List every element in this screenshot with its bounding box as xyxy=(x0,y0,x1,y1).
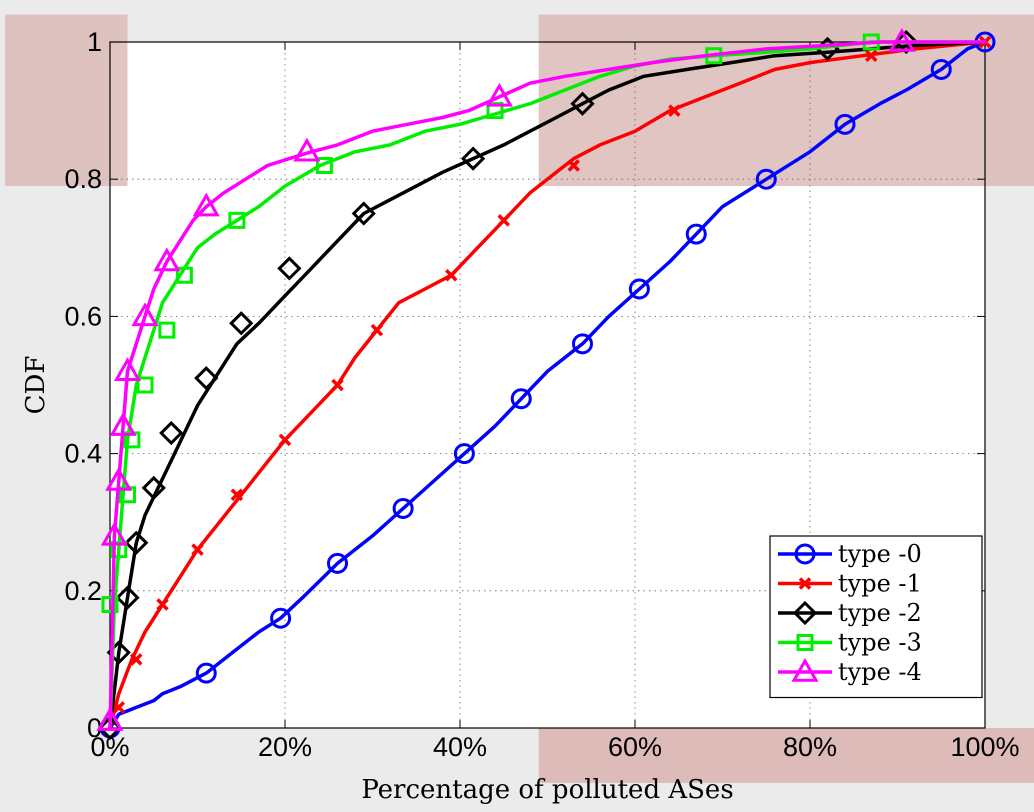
data-point-0-9 xyxy=(685,223,707,245)
data-point-3-7 xyxy=(228,211,246,229)
data-point-0-6 xyxy=(510,388,532,410)
series-3 xyxy=(101,33,987,730)
legend-label-2: type -2 xyxy=(838,599,922,627)
data-point-3-9 xyxy=(486,102,504,120)
data-point-0-12 xyxy=(930,58,952,80)
data-point-0-7 xyxy=(572,333,593,355)
data-point-2-7 xyxy=(229,311,254,336)
data-point-1-0 xyxy=(112,701,125,714)
data-point-0-8 xyxy=(628,278,650,300)
y-tick-label-1: 0.2 xyxy=(64,576,102,606)
legend-marker-1 xyxy=(798,577,812,590)
legend-entry-1: type -1 xyxy=(778,570,922,598)
plot-frame xyxy=(109,41,986,729)
legend-marker-2 xyxy=(792,600,818,626)
data-point-0-4 xyxy=(392,497,414,519)
data-point-4-7 xyxy=(192,192,220,217)
y-tick-label-3: 0.6 xyxy=(64,301,102,331)
legend-entry-2: type -2 xyxy=(778,599,922,627)
data-point-0-5 xyxy=(453,443,475,465)
data-point-4-2 xyxy=(105,467,133,491)
data-point-3-5 xyxy=(158,321,176,339)
data-point-3-0 xyxy=(101,596,119,614)
data-point-4-9 xyxy=(485,82,513,107)
data-point-0-10 xyxy=(755,168,777,190)
legend-entry-3: type -3 xyxy=(778,629,922,657)
data-point-4-8 xyxy=(293,137,321,162)
data-point-1-8 xyxy=(445,269,458,282)
x-axis-title: Percentage of polluted ASes xyxy=(361,775,733,805)
data-point-4-4 xyxy=(113,357,142,382)
data-point-4-6 xyxy=(153,247,181,272)
data-point-2-11 xyxy=(570,91,595,116)
data-point-3-8 xyxy=(315,156,333,174)
data-point-1-11 xyxy=(668,104,681,117)
data-point-0-3 xyxy=(327,552,348,574)
data-point-4-0 xyxy=(96,707,124,731)
data-point-1-7 xyxy=(370,323,384,337)
x-tick-label-3: 60% xyxy=(608,732,662,762)
legend-marker-4 xyxy=(791,657,819,682)
y-tick-label-0: 0 xyxy=(87,713,102,743)
data-point-1-3 xyxy=(191,543,204,556)
y-tick-label-2: 0.4 xyxy=(64,439,102,469)
y-tick-label-5: 1 xyxy=(87,27,102,57)
x-tick-label-2: 40% xyxy=(433,732,487,762)
data-point-4-1 xyxy=(100,521,128,546)
legend-label-1: type -1 xyxy=(838,570,922,598)
legend-label-0: type -0 xyxy=(838,540,922,568)
x-tick-label-4: 80% xyxy=(783,732,837,762)
data-point-2-8 xyxy=(277,256,302,281)
y-axis-title: CDF xyxy=(21,356,51,415)
data-point-1-10 xyxy=(567,159,580,172)
y-tick-label-4: 0.8 xyxy=(64,164,102,194)
highlight-region-0 xyxy=(5,14,128,187)
data-point-4-3 xyxy=(109,412,137,436)
x-tick-label-1: 20% xyxy=(258,732,312,762)
legend-marker-3 xyxy=(796,634,814,651)
legend-label-4: type -4 xyxy=(838,658,922,686)
data-point-1-9 xyxy=(497,214,510,227)
data-point-2-9 xyxy=(351,201,376,226)
data-point-1-5 xyxy=(278,433,292,447)
data-point-3-1 xyxy=(110,541,128,559)
data-point-2-6 xyxy=(194,366,219,391)
data-point-4-5 xyxy=(131,302,159,327)
series-4 xyxy=(96,27,987,731)
data-point-2-2 xyxy=(115,585,140,610)
data-point-0-11 xyxy=(834,113,856,135)
data-point-2-3 xyxy=(124,530,149,555)
data-point-1-2 xyxy=(156,598,169,611)
legend-marker-0 xyxy=(794,543,816,565)
axis-ticks: 0% 20% 40% 60% 80% 100%00.20.40.60.81 xyxy=(64,27,1019,762)
data-point-3-6 xyxy=(175,266,193,284)
data-point-1-6 xyxy=(331,378,344,392)
data-point-1-4 xyxy=(230,488,244,501)
data-point-3-4 xyxy=(136,376,154,394)
series-line-4 xyxy=(108,40,987,730)
highlight-region-2 xyxy=(538,728,1034,783)
data-point-2-4 xyxy=(141,475,166,501)
legend-label-3: type -3 xyxy=(838,629,922,657)
data-point-2-5 xyxy=(159,420,184,446)
data-point-4-10 xyxy=(888,27,916,52)
series-group xyxy=(96,27,996,741)
series-line-0 xyxy=(108,40,987,730)
legend-entry-4: type -4 xyxy=(778,657,922,686)
data-point-1-12 xyxy=(865,49,878,62)
series-line-2 xyxy=(108,40,987,730)
x-tick-label-5: 100% xyxy=(950,732,1019,762)
highlight-regions xyxy=(538,728,1034,783)
data-point-2-13 xyxy=(894,29,919,55)
series-line-1 xyxy=(108,40,987,730)
data-point-1-1 xyxy=(130,653,143,666)
data-point-0-1 xyxy=(195,662,217,684)
data-point-2-10 xyxy=(461,146,486,171)
legend-entry-0: type -0 xyxy=(778,540,922,568)
data-point-0-2 xyxy=(270,607,292,629)
series-1 xyxy=(108,35,992,730)
